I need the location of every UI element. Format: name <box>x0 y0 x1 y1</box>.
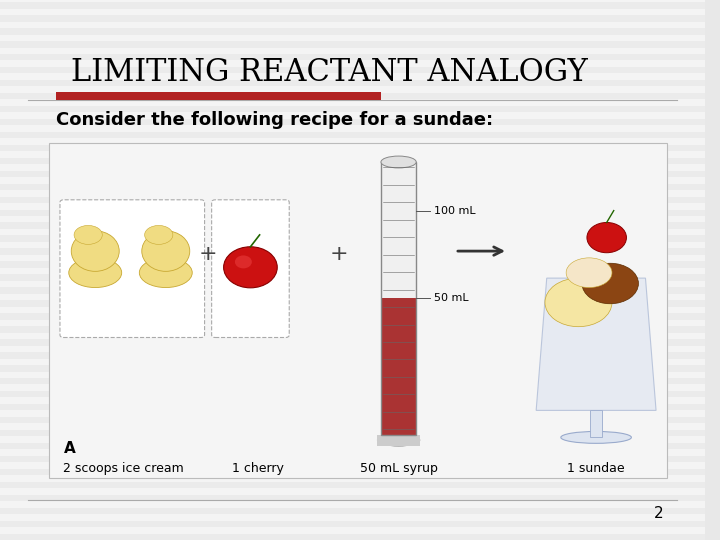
Text: 2: 2 <box>654 506 663 521</box>
Ellipse shape <box>142 231 190 271</box>
Bar <box>0 443 706 449</box>
Bar <box>0 534 706 540</box>
Text: Consider the following recipe for a sundae:: Consider the following recipe for a sund… <box>56 111 494 129</box>
Bar <box>0 2 706 9</box>
Bar <box>0 93 706 99</box>
Bar <box>0 521 706 527</box>
Bar <box>0 495 706 501</box>
Text: 100 mL: 100 mL <box>434 206 475 216</box>
Ellipse shape <box>545 278 612 327</box>
Bar <box>0 391 706 397</box>
Text: 1 sundae: 1 sundae <box>567 462 625 475</box>
Bar <box>590 410 602 437</box>
Bar <box>0 15 706 22</box>
Polygon shape <box>536 278 656 410</box>
Bar <box>377 435 420 446</box>
Bar <box>0 287 706 294</box>
Ellipse shape <box>582 263 639 303</box>
Bar <box>0 145 706 151</box>
Text: 1 cherry: 1 cherry <box>232 462 284 475</box>
Circle shape <box>235 255 252 268</box>
Bar <box>0 119 706 125</box>
Text: 50 mL: 50 mL <box>434 293 469 303</box>
Bar <box>381 299 416 435</box>
Ellipse shape <box>381 156 416 168</box>
Bar <box>0 482 706 488</box>
Bar <box>56 92 381 100</box>
Ellipse shape <box>71 231 120 271</box>
Bar <box>0 313 706 320</box>
Bar <box>0 248 706 255</box>
Bar <box>0 326 706 333</box>
Bar <box>0 300 706 307</box>
Bar <box>381 162 416 435</box>
Ellipse shape <box>566 258 612 287</box>
Ellipse shape <box>377 434 420 446</box>
Bar <box>0 378 706 384</box>
Ellipse shape <box>145 226 173 244</box>
Bar <box>0 80 706 86</box>
Bar <box>0 261 706 268</box>
Bar <box>0 417 706 423</box>
Bar <box>0 184 706 190</box>
Bar <box>0 274 706 281</box>
Text: LIMITING REACTANT ANALOGY: LIMITING REACTANT ANALOGY <box>71 57 588 87</box>
Circle shape <box>587 222 626 253</box>
Bar <box>0 171 706 177</box>
Bar <box>0 132 706 138</box>
Bar <box>0 469 706 475</box>
FancyBboxPatch shape <box>60 200 204 338</box>
Bar <box>0 430 706 436</box>
Bar <box>0 67 706 73</box>
Bar <box>0 456 706 462</box>
Ellipse shape <box>69 258 122 287</box>
Ellipse shape <box>140 258 192 287</box>
Text: +: + <box>199 244 217 264</box>
Bar <box>0 210 706 216</box>
Text: A: A <box>63 441 76 456</box>
Ellipse shape <box>561 431 631 443</box>
Bar <box>381 162 416 299</box>
Text: +: + <box>329 244 348 264</box>
FancyBboxPatch shape <box>212 200 289 338</box>
Text: 50 mL syrup: 50 mL syrup <box>360 462 438 475</box>
Bar <box>50 143 667 478</box>
Bar <box>0 158 706 164</box>
Bar <box>0 222 706 229</box>
Ellipse shape <box>74 226 102 244</box>
Bar <box>0 41 706 48</box>
Text: 2 scoops ice cream: 2 scoops ice cream <box>63 462 184 475</box>
Bar <box>0 54 706 60</box>
Bar <box>0 235 706 242</box>
Bar <box>0 106 706 112</box>
Bar <box>0 404 706 410</box>
Bar <box>0 28 706 35</box>
Bar <box>0 339 706 346</box>
Bar <box>0 352 706 359</box>
Circle shape <box>224 247 277 288</box>
Bar <box>0 508 706 514</box>
Bar <box>0 365 706 372</box>
Bar <box>0 197 706 203</box>
